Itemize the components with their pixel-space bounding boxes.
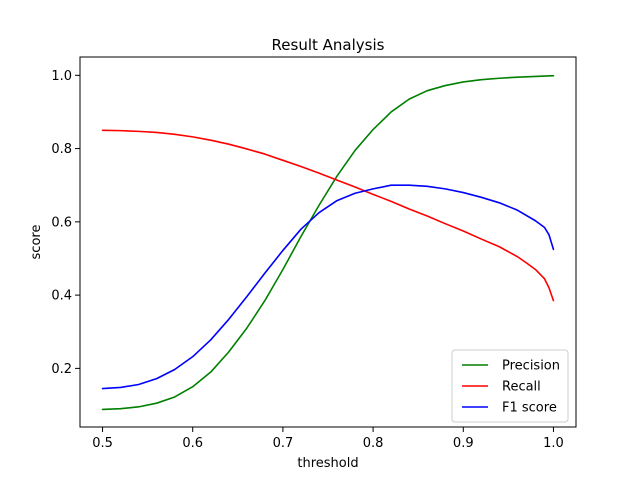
legend-label-precision: Precision [502,359,560,374]
x-axis-label: threshold [297,456,358,471]
series-line-precision [101,74,555,411]
legend-box [451,349,569,423]
x-tick-label: 0.6 [182,436,203,451]
y-axis-label: score [29,225,44,260]
series-lines [101,74,555,411]
chart-title: Result Analysis [272,36,385,54]
y-tick-label: 0.4 [51,289,72,304]
x-tick-label: 0.7 [273,436,294,451]
series-line-recall [101,129,555,302]
y-tick-label: 0.6 [51,215,72,230]
legend: Precision Recall F1 score [451,349,569,423]
x-tick-label: 0.8 [363,436,384,451]
series-line-f1-score [101,184,555,390]
x-tick-label: 0.5 [92,436,113,451]
x-axis: 0.5 0.6 0.7 0.8 0.9 1.0 [92,427,564,451]
y-axis: 0.2 0.4 0.6 0.8 1.0 [51,69,80,377]
y-tick-label: 1.0 [51,69,72,84]
x-tick-label: 1.0 [543,436,564,451]
x-tick-label: 0.9 [453,436,474,451]
y-tick-label: 0.8 [51,142,72,157]
legend-label-f1-score: F1 score [502,401,557,416]
y-tick-label: 0.2 [51,362,72,377]
legend-label-recall: Recall [502,380,541,395]
